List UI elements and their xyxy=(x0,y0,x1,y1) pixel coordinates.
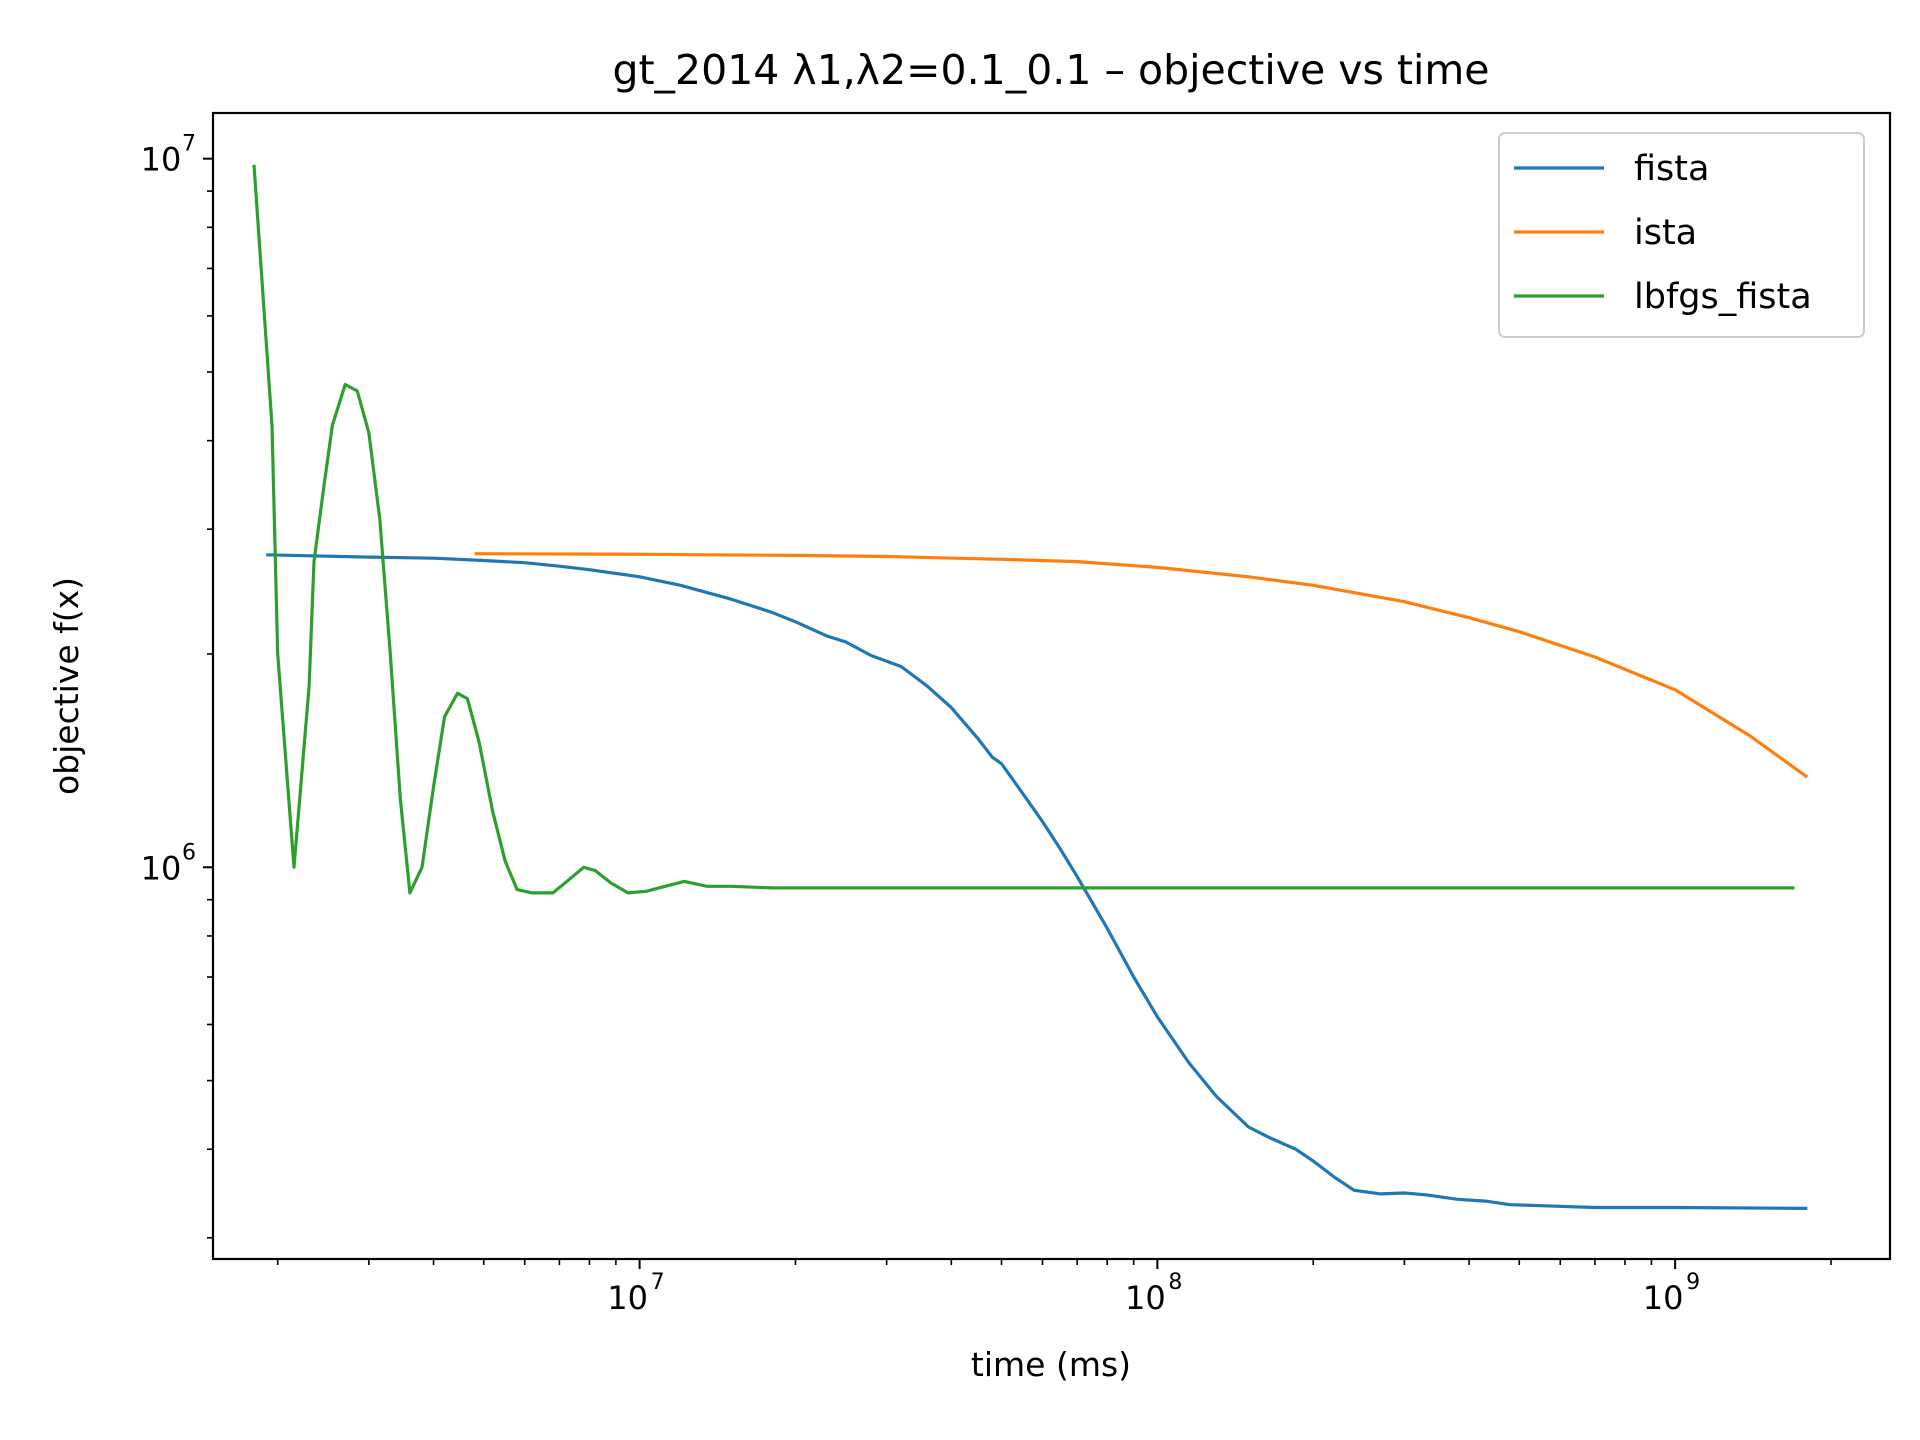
y-axis-label: objective f(x) xyxy=(47,577,86,795)
y-tick-label: 10 7 xyxy=(141,132,196,179)
y-tick-exponent: 6 xyxy=(182,840,196,865)
legend-label-fista: fista xyxy=(1634,149,1709,189)
x-tick-base: 10 xyxy=(1643,1279,1684,1317)
plot-area xyxy=(252,164,1809,1210)
x-tick-exponent: 9 xyxy=(1686,1270,1700,1295)
legend-box xyxy=(1498,132,1865,338)
y-tick-exponent: 7 xyxy=(182,132,196,157)
series-line-fista xyxy=(266,553,1808,1210)
legend: fista ista lbfgs_fista xyxy=(1498,132,1865,338)
x-tick-label: 10 9 xyxy=(1643,1270,1700,1317)
x-tick-label: 10 8 xyxy=(1125,1270,1182,1317)
series-line-lbfgs-fista xyxy=(252,164,1795,895)
series-line-ista xyxy=(474,552,1809,779)
axis-ticks: 10 7 10 8 10 910 610 7 xyxy=(141,132,1832,1317)
x-tick-base: 10 xyxy=(607,1279,648,1317)
chart-title: gt_2014 λ1,λ2=0.1_0.1 – objective vs tim… xyxy=(612,46,1489,94)
legend-label-ista: ista xyxy=(1634,213,1697,253)
legend-label-lbfgs-fista: lbfgs_fista xyxy=(1634,277,1812,317)
y-tick-base: 10 xyxy=(141,141,182,179)
x-tick-exponent: 7 xyxy=(651,1270,665,1295)
y-tick-label: 10 6 xyxy=(141,840,196,887)
plot-frame xyxy=(211,111,1892,1261)
y-tick-base: 10 xyxy=(141,849,182,887)
x-tick-label: 10 7 xyxy=(607,1270,664,1317)
x-tick-exponent: 8 xyxy=(1168,1270,1182,1295)
x-tick-base: 10 xyxy=(1125,1279,1166,1317)
x-axis-label: time (ms) xyxy=(971,1345,1131,1384)
